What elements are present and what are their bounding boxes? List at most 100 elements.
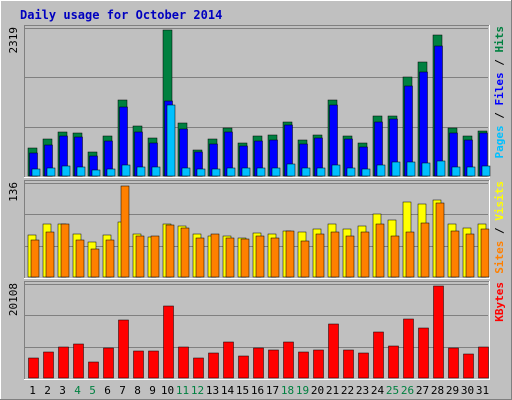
legend-item: Visits bbox=[493, 181, 506, 221]
legend-item: Sites bbox=[493, 241, 506, 274]
panel-kbytes: 20108 KBytes bbox=[7, 281, 506, 380]
bar-sites bbox=[360, 231, 370, 278]
bar-kbytes bbox=[193, 357, 204, 379]
bar-sites bbox=[435, 202, 445, 278]
legend-item: / bbox=[493, 53, 506, 73]
bar-pages bbox=[166, 104, 176, 177]
bar-kbytes bbox=[448, 347, 459, 379]
bar-pages bbox=[136, 166, 146, 177]
bar-sites bbox=[150, 235, 160, 278]
bar-sites bbox=[30, 239, 40, 278]
bar-sites bbox=[330, 231, 340, 278]
x-tick-label: 20 bbox=[311, 384, 324, 397]
bar-sites bbox=[90, 248, 100, 278]
bar-sites bbox=[225, 237, 235, 278]
legend: Sites / Visits bbox=[493, 181, 506, 274]
bar-kbytes bbox=[463, 353, 474, 379]
x-tick-label: 15 bbox=[236, 384, 249, 397]
bar-pages bbox=[151, 166, 161, 177]
bar-kbytes bbox=[43, 351, 54, 379]
bar-kbytes bbox=[433, 285, 444, 379]
bar-sites bbox=[390, 235, 400, 278]
bar-kbytes bbox=[478, 346, 489, 379]
bar-pages bbox=[406, 161, 416, 177]
bar-pages bbox=[436, 160, 446, 177]
bar-kbytes bbox=[418, 327, 429, 379]
bar-sites bbox=[240, 238, 250, 278]
legend-item: Hits bbox=[493, 26, 506, 53]
bar-pages bbox=[286, 163, 296, 177]
bar-kbytes bbox=[388, 345, 399, 379]
bar-pages bbox=[331, 164, 341, 177]
x-tick-label: 19 bbox=[296, 384, 309, 397]
x-tick-label: 2 bbox=[44, 384, 51, 397]
legend-item: / bbox=[493, 221, 506, 241]
bar-sites bbox=[345, 235, 355, 278]
x-tick-label: 13 bbox=[206, 384, 219, 397]
x-tick-label: 26 bbox=[401, 384, 414, 397]
panel-hits-files-pages: 2319 Pages / Files / Hits bbox=[7, 25, 506, 178]
bar-kbytes bbox=[283, 341, 294, 379]
bar-kbytes bbox=[28, 357, 39, 379]
bar-kbytes bbox=[73, 343, 84, 379]
x-tick-label: 29 bbox=[446, 384, 459, 397]
bar-kbytes bbox=[373, 331, 384, 379]
legend: KBytes bbox=[493, 282, 506, 322]
bar-kbytes bbox=[343, 349, 354, 379]
x-tick-label: 5 bbox=[89, 384, 96, 397]
x-tick-label: 10 bbox=[161, 384, 174, 397]
bar-sites bbox=[45, 231, 55, 278]
x-tick-label: 4 bbox=[74, 384, 81, 397]
bar-sites bbox=[255, 235, 265, 278]
bar-sites bbox=[450, 230, 460, 278]
bar-kbytes bbox=[403, 318, 414, 379]
bar-kbytes bbox=[88, 361, 99, 379]
bar-files bbox=[434, 45, 443, 177]
bar-pages bbox=[31, 168, 41, 177]
bar-sites bbox=[480, 228, 490, 278]
x-tick-label: 3 bbox=[59, 384, 66, 397]
bar-sites bbox=[420, 222, 430, 278]
bar-sites bbox=[135, 235, 145, 278]
x-tick-label: 11 bbox=[176, 384, 189, 397]
bar-pages bbox=[481, 165, 491, 177]
bar-kbytes bbox=[118, 319, 129, 379]
x-tick-label: 16 bbox=[251, 384, 264, 397]
y-max-label: 2319 bbox=[7, 27, 20, 54]
bar-kbytes bbox=[178, 346, 189, 379]
bar-kbytes bbox=[133, 350, 144, 379]
x-tick-label: 27 bbox=[416, 384, 429, 397]
bar-pages bbox=[61, 165, 71, 177]
legend: Pages / Files / Hits bbox=[493, 26, 506, 159]
x-tick-label: 23 bbox=[356, 384, 369, 397]
bar-kbytes bbox=[163, 305, 174, 379]
bar-pages bbox=[91, 169, 101, 177]
bar-pages bbox=[391, 161, 401, 177]
bar-pages bbox=[361, 168, 371, 177]
bar-sites bbox=[105, 239, 115, 278]
x-tick-label: 31 bbox=[476, 384, 489, 397]
bar-sites bbox=[180, 227, 190, 278]
bar-sites bbox=[60, 223, 70, 278]
x-tick-label: 9 bbox=[149, 384, 156, 397]
chart-title: Daily usage for October 2014 bbox=[20, 8, 222, 22]
bar-kbytes bbox=[148, 350, 159, 379]
bar-kbytes bbox=[208, 352, 219, 379]
bar-pages bbox=[256, 167, 266, 177]
bar-kbytes bbox=[298, 351, 309, 379]
bar-pages bbox=[226, 167, 236, 177]
bar-pages bbox=[421, 162, 431, 177]
x-tick-label: 7 bbox=[119, 384, 126, 397]
legend-item: / bbox=[493, 106, 506, 126]
bar-pages bbox=[346, 167, 356, 177]
bar-pages bbox=[211, 168, 221, 177]
bar-pages bbox=[301, 167, 311, 177]
bar-kbytes bbox=[328, 323, 339, 379]
bar-pages bbox=[181, 167, 191, 177]
bar-kbytes bbox=[223, 341, 234, 379]
bar-sites bbox=[315, 233, 325, 278]
bar-sites bbox=[210, 233, 220, 278]
x-tick-label: 12 bbox=[191, 384, 204, 397]
x-tick-label: 17 bbox=[266, 384, 279, 397]
